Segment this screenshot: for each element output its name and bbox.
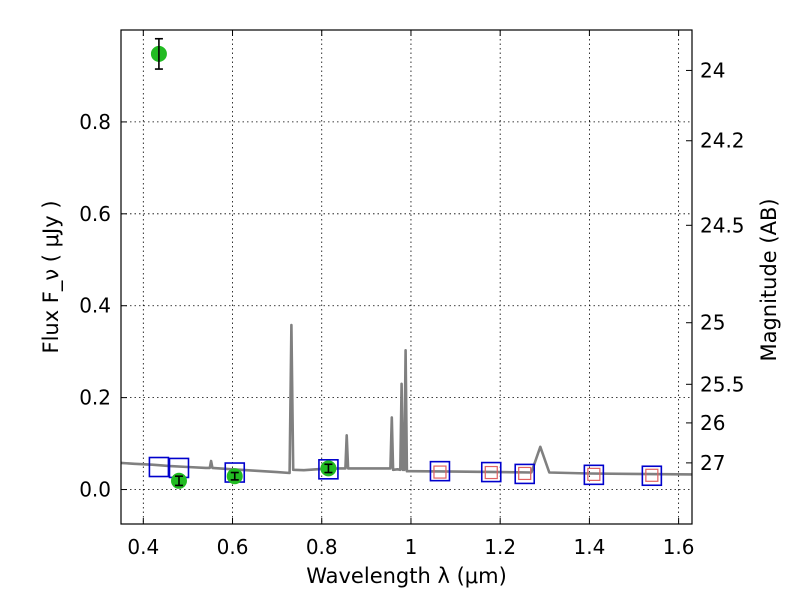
y2-tick-label: 24.2 bbox=[700, 129, 745, 153]
y-axis-label: Flux F_ν ( μJy ) bbox=[39, 200, 64, 353]
y2-tick-label: 26 bbox=[700, 411, 725, 435]
grid-lines bbox=[121, 30, 692, 524]
x-tick-label: 1.4 bbox=[573, 535, 605, 559]
upper-limit-square bbox=[518, 466, 532, 481]
x-axis-label: Wavelength λ (μm) bbox=[306, 564, 507, 588]
y2-tick-label: 25 bbox=[700, 311, 725, 335]
y2-tick-label: 24.5 bbox=[700, 213, 745, 237]
y-tick-label: 0.4 bbox=[79, 294, 111, 318]
model-flux-square bbox=[641, 465, 663, 487]
x-tick-label: 0.6 bbox=[217, 535, 249, 559]
x-tick-label: 1.2 bbox=[484, 535, 516, 559]
model-flux-square bbox=[583, 464, 605, 486]
model-flux-square bbox=[514, 463, 536, 485]
upper-limit-square bbox=[587, 467, 601, 481]
y-tick-label: 0.8 bbox=[79, 110, 111, 134]
model-flux-square bbox=[318, 459, 339, 480]
y2-tick-label: 25.5 bbox=[700, 372, 745, 396]
model-flux-square bbox=[148, 456, 170, 478]
model-flux-square bbox=[480, 461, 502, 483]
x-tick-label: 0.8 bbox=[306, 535, 338, 559]
plot-series bbox=[121, 37, 692, 489]
x-tick-label: 1.6 bbox=[663, 535, 695, 559]
model-flux-square bbox=[429, 460, 451, 482]
y2-tick-label: 24 bbox=[700, 58, 725, 82]
upper-limit-square bbox=[645, 468, 659, 482]
x-tick-label: 1 bbox=[405, 535, 418, 559]
y2-tick-label: 27 bbox=[700, 451, 725, 475]
upper-limit-square bbox=[433, 465, 447, 479]
y-tick-label: 0.2 bbox=[79, 386, 111, 410]
axis-ticks: 0.4 0.6 0.8 1 1.2 1.4 1.6 0.0 0.2 0.4 0.6 0.8 24 24.2… bbox=[79, 30, 745, 559]
model-spectrum-line bbox=[121, 323, 692, 476]
upper-limit-square bbox=[484, 465, 498, 480]
y-tick-label: 0.0 bbox=[79, 478, 111, 502]
plot-area bbox=[121, 37, 692, 489]
x-tick-label: 0.4 bbox=[127, 535, 159, 559]
plot-frame bbox=[120, 29, 693, 525]
y2-axis-label: Magnitude (AB) bbox=[757, 198, 781, 361]
y-tick-label: 0.6 bbox=[79, 202, 111, 226]
